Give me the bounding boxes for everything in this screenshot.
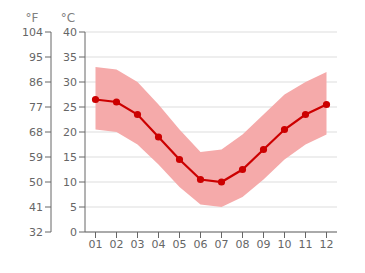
svg-text:07: 07 bbox=[215, 238, 229, 251]
svg-text:08: 08 bbox=[236, 238, 250, 251]
svg-text:01: 01 bbox=[89, 238, 103, 251]
svg-text:03: 03 bbox=[131, 238, 145, 251]
svg-text:15: 15 bbox=[63, 151, 77, 164]
svg-text:°F: °F bbox=[26, 11, 39, 25]
svg-text:35: 35 bbox=[63, 51, 77, 64]
svg-text:59: 59 bbox=[29, 151, 43, 164]
svg-text:06: 06 bbox=[194, 238, 208, 251]
svg-text:05: 05 bbox=[173, 238, 187, 251]
svg-text:77: 77 bbox=[29, 101, 43, 114]
svg-text:86: 86 bbox=[29, 76, 43, 89]
svg-text:32: 32 bbox=[29, 226, 43, 239]
svg-text:°C: °C bbox=[61, 11, 75, 25]
svg-text:0: 0 bbox=[70, 226, 77, 239]
svg-text:09: 09 bbox=[257, 238, 271, 251]
svg-text:10: 10 bbox=[63, 176, 77, 189]
svg-text:30: 30 bbox=[63, 76, 77, 89]
svg-text:25: 25 bbox=[63, 101, 77, 114]
svg-text:02: 02 bbox=[110, 238, 124, 251]
svg-text:10: 10 bbox=[278, 238, 292, 251]
svg-text:68: 68 bbox=[29, 126, 43, 139]
svg-text:104: 104 bbox=[22, 26, 43, 39]
svg-text:40: 40 bbox=[63, 26, 77, 39]
svg-text:11: 11 bbox=[299, 238, 313, 251]
svg-text:95: 95 bbox=[29, 51, 43, 64]
svg-text:5: 5 bbox=[70, 201, 77, 214]
svg-text:12: 12 bbox=[320, 238, 334, 251]
svg-text:41: 41 bbox=[29, 201, 43, 214]
svg-text:20: 20 bbox=[63, 126, 77, 139]
svg-text:50: 50 bbox=[29, 176, 43, 189]
svg-text:04: 04 bbox=[152, 238, 166, 251]
